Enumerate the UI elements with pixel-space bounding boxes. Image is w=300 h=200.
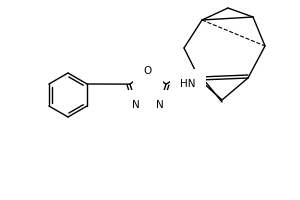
Text: N: N <box>132 100 140 110</box>
Text: HN: HN <box>180 79 196 89</box>
Text: O: O <box>144 66 152 76</box>
Text: N: N <box>156 100 164 110</box>
